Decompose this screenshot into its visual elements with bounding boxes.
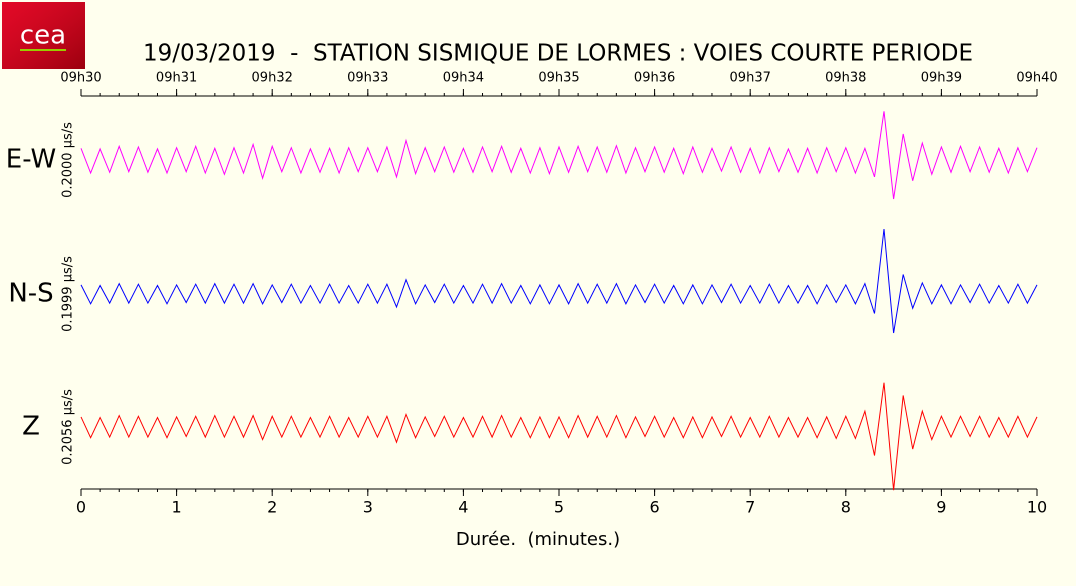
channel-label: Z — [22, 412, 40, 442]
channel-label: N-S — [8, 279, 53, 309]
trace — [80, 111, 1038, 200]
x-axis-label: Durée. (minutes.) — [456, 529, 620, 550]
channel-label: E-W — [6, 145, 56, 175]
x-tick-label: 5 — [554, 498, 564, 517]
top-tick-label: 09h40 — [1016, 71, 1057, 86]
top-tick-label: 09h30 — [60, 71, 101, 86]
top-tick-label: 09h34 — [443, 71, 484, 86]
logo-shade — [2, 2, 85, 69]
trace — [80, 382, 1038, 491]
x-tick-label: 2 — [267, 498, 277, 517]
x-tick-label: 4 — [458, 498, 468, 517]
x-tick-label: 0 — [76, 498, 86, 517]
trace — [80, 228, 1038, 334]
scale-label: 0.1999 µs/s — [61, 256, 76, 332]
x-tick-label: 7 — [745, 498, 755, 517]
x-tick-label: 1 — [172, 498, 182, 517]
scale-label: 0.2000 µs/s — [61, 122, 76, 198]
top-tick-label: 09h32 — [252, 71, 293, 86]
top-tick-label: 09h36 — [634, 71, 675, 86]
top-tick-label: 09h39 — [921, 71, 962, 86]
chart-title: 19/03/2019 - STATION SISMIQUE DE LORMES … — [143, 41, 973, 67]
x-tick-label: 8 — [841, 498, 851, 517]
top-tick-label: 09h38 — [825, 71, 866, 86]
top-tick-label: 09h33 — [347, 71, 388, 86]
x-tick-label: 3 — [363, 498, 373, 517]
top-tick-label: 09h31 — [156, 71, 197, 86]
top-tick-label: 09h35 — [538, 71, 579, 86]
top-tick-label: 09h37 — [730, 71, 771, 86]
x-tick-label: 9 — [936, 498, 946, 517]
x-tick-label: 6 — [650, 498, 660, 517]
scale-label: 0.2056 µs/s — [61, 389, 76, 465]
x-tick-label: 10 — [1027, 498, 1047, 517]
logo-text: cea — [20, 21, 66, 51]
